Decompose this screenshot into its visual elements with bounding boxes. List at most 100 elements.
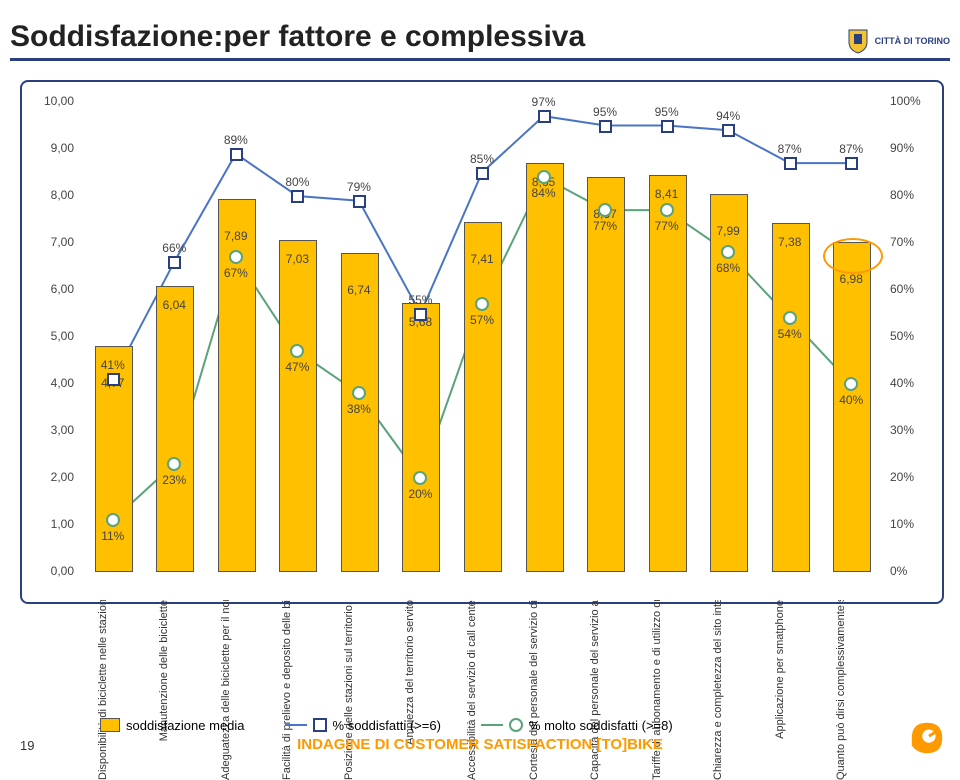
green-value-label: 23% [162,473,186,487]
green-value-label: 20% [408,487,432,501]
y-tick-left: 5,00 [51,329,74,343]
chart-container: 0,001,002,003,004,005,006,007,008,009,00… [20,80,944,604]
legend-marker-square [313,718,327,732]
blue-value-label: 79% [347,180,371,194]
blue-value-label: 55% [408,293,432,307]
legend-item-green: % molto soddisfatti (>=8) [481,718,673,733]
legend-label: soddisfazione media [126,718,245,733]
green-value-label: 77% [655,219,679,233]
bar-value-label: 6,74 [347,283,370,297]
y-tick-right: 80% [890,188,914,202]
title-bar: Soddisfazione:per fattore e complessiva … [10,8,950,61]
bar-value-label: 7,38 [778,235,801,249]
bar [772,223,810,572]
x-axis-label: Quanto può dirsi complessivamente soddis… [835,600,847,780]
y-tick-left: 9,00 [51,141,74,155]
green-value-label: 40% [839,393,863,407]
bar [464,222,502,572]
legend-line-green [481,718,503,732]
x-axis-label: Ampiezza del territorio servito [404,600,416,780]
footer-logo-icon [908,719,946,757]
marker-circle [783,311,797,325]
y-axis-right: 0%10%20%30%40%50%60%70%80%90%100% [884,102,942,572]
bar [279,240,317,572]
marker-square [230,148,243,161]
blue-value-label: 87% [778,142,802,156]
chart-legend: soddisfazione media % soddisfatti (>=6) … [100,716,920,734]
blue-value-label: 95% [655,105,679,119]
legend-marker-circle [509,718,523,732]
legend-swatch-bar [100,718,120,732]
plot-area: 4,776,047,897,036,745,687,418,658,378,41… [82,102,882,572]
marker-square [168,256,181,269]
footer-title: INDAGINE DI CUSTOMER SATISFACTION [TO]BI… [0,736,960,753]
y-tick-right: 70% [890,235,914,249]
x-axis-label: Capacità del personale del servizio assi… [589,600,601,780]
x-axis-label: Facilità di prelievo e deposito delle bi… [281,600,293,780]
marker-square [661,120,674,133]
city-logo: CITTÀ DI TORINO [847,28,950,54]
blue-value-label: 80% [285,175,309,189]
legend-item-bars: soddisfazione media [100,718,245,733]
y-tick-left: 2,00 [51,470,74,484]
blue-value-label: 94% [716,109,740,123]
slide-title: Soddisfazione:per fattore e complessiva [10,20,585,54]
blue-value-label: 87% [839,142,863,156]
bar [649,175,687,572]
bar [526,163,564,572]
marker-circle [106,513,120,527]
marker-square [722,124,735,137]
x-axis-label: Posizione delle stazioni sul territorio,… [343,600,355,780]
bar-value-label: 7,99 [716,224,739,238]
legend-line-blue [285,718,307,732]
green-value-label: 54% [778,327,802,341]
green-value-label: 67% [224,266,248,280]
blue-value-label: 89% [224,133,248,147]
y-tick-right: 10% [890,517,914,531]
y-tick-right: 90% [890,141,914,155]
blue-value-label: 66% [162,241,186,255]
legend-item-blue: % soddisfatti (>=6) [285,718,441,733]
marker-square [845,157,858,170]
marker-square [538,110,551,123]
y-tick-right: 40% [890,376,914,390]
legend-label: % molto soddisfatti (>=8) [529,718,673,733]
legend-label: % soddisfatti (>=6) [333,718,441,733]
marker-square [353,195,366,208]
marker-square [414,308,427,321]
bar-value-label: 8,41 [655,187,678,201]
y-tick-right: 60% [890,282,914,296]
x-axis-label: Accessibilità del servizio di call cente… [466,600,478,780]
marker-square [784,157,797,170]
bar [587,177,625,572]
marker-square [107,373,120,386]
y-tick-right: 0% [890,564,907,578]
x-axis-label: Tariffe di abbonamento e di utilizzo ora… [651,600,663,780]
marker-square [599,120,612,133]
blue-value-label: 97% [532,95,556,109]
bar-value-label: 6,98 [840,272,863,286]
y-tick-left: 0,00 [51,564,74,578]
y-tick-left: 4,00 [51,376,74,390]
x-axis-label: Chiarezza e completezza del sito interne… [712,600,724,780]
green-value-label: 57% [470,313,494,327]
x-axis-labels: Disponibilità di biciclette nelle stazio… [20,600,940,720]
bar-value-label: 6,04 [163,298,186,312]
green-value-label: 47% [285,360,309,374]
bar-value-label: 7,03 [286,252,309,266]
y-tick-left: 7,00 [51,235,74,249]
x-axis-label: Manutenzione delle biciclette [158,600,170,780]
bar-value-label: 7,89 [224,229,247,243]
x-axis-label: Cortesia del personale del servizio di c… [528,600,540,780]
y-axis-left: 0,001,002,003,004,005,006,007,008,009,00… [22,102,80,572]
marker-square [291,190,304,203]
green-value-label: 11% [101,529,124,543]
blue-value-label: 95% [593,105,617,119]
green-value-label: 77% [593,219,617,233]
x-axis-label: Applicazione per smatphone [774,600,786,780]
x-axis-label: Disponibilità di biciclette nelle stazio… [97,600,109,780]
city-logo-text: CITTÀ DI TORINO [875,36,950,46]
slide: Soddisfazione:per fattore e complessiva … [0,0,960,759]
marker-square [476,167,489,180]
y-tick-left: 1,00 [51,517,74,531]
